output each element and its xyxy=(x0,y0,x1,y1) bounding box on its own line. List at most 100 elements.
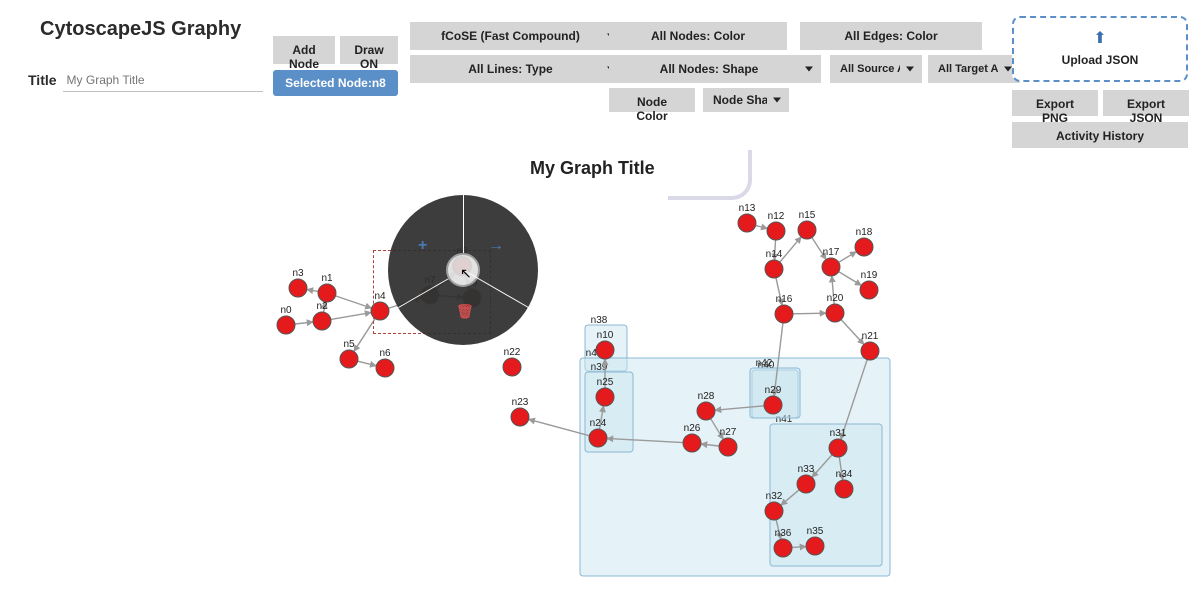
activity-history-button[interactable]: Activity History xyxy=(1012,122,1188,148)
layout-select[interactable]: fCoSE (Fast Compound) xyxy=(410,22,623,50)
node-label: n24 xyxy=(590,418,607,429)
edge[interactable] xyxy=(792,547,806,548)
draw-toggle-button[interactable]: Draw ON xyxy=(340,36,398,64)
edge[interactable] xyxy=(781,490,799,505)
graph-node[interactable] xyxy=(376,359,394,377)
graph-node[interactable] xyxy=(829,439,847,457)
compound-n38[interactable] xyxy=(585,325,627,371)
graph-node[interactable] xyxy=(697,402,715,420)
graph-node[interactable] xyxy=(855,238,873,256)
edge[interactable] xyxy=(841,320,864,345)
node-shape-select[interactable]: Node Shape xyxy=(703,88,789,112)
edge[interactable] xyxy=(529,419,590,435)
graph-node[interactable] xyxy=(277,316,295,334)
graph-node[interactable] xyxy=(719,438,737,456)
title-row: Title xyxy=(28,68,263,92)
compound-label: n40 xyxy=(758,360,775,371)
compound-n41[interactable] xyxy=(770,424,882,566)
graph-node[interactable] xyxy=(738,214,756,232)
edge[interactable] xyxy=(715,406,764,410)
graph-node[interactable] xyxy=(596,341,614,359)
edge[interactable] xyxy=(812,455,832,478)
context-radial-menu[interactable]: + → 🗑 xyxy=(388,195,538,345)
edge[interactable] xyxy=(307,290,318,292)
edge[interactable] xyxy=(780,237,801,262)
graph-node[interactable] xyxy=(806,537,824,555)
graph-node[interactable] xyxy=(589,429,607,447)
edge[interactable] xyxy=(839,272,862,286)
node-color-button[interactable]: Node Color xyxy=(609,88,695,112)
edge[interactable] xyxy=(600,406,604,429)
all-lines-type-wrapper: All Lines: Type xyxy=(410,55,623,83)
graph-node[interactable] xyxy=(765,260,783,278)
compound-label: n38 xyxy=(591,315,608,326)
graph-node[interactable] xyxy=(503,358,521,376)
export-png-button[interactable]: Export PNG xyxy=(1012,90,1098,116)
graph-node[interactable] xyxy=(826,304,844,322)
graph-title-input[interactable] xyxy=(63,68,263,92)
edge[interactable] xyxy=(776,520,781,540)
graph-node[interactable] xyxy=(775,305,793,323)
graph-node[interactable] xyxy=(511,408,529,426)
app-title: CytoscapeJS Graphy xyxy=(40,18,241,41)
link-arrow-icon[interactable]: → xyxy=(488,237,504,255)
graph-node[interactable] xyxy=(764,396,782,414)
all-source-arrow-select[interactable]: All Source Arrow xyxy=(830,55,922,83)
edge[interactable] xyxy=(711,419,724,440)
edge[interactable] xyxy=(776,278,782,305)
edge[interactable] xyxy=(756,225,768,228)
graph-node[interactable] xyxy=(860,281,878,299)
compound-n39[interactable] xyxy=(585,372,633,452)
edge[interactable] xyxy=(774,323,783,396)
graph-node[interactable] xyxy=(313,312,331,330)
edge[interactable] xyxy=(324,302,326,312)
node-label: n10 xyxy=(597,330,614,341)
node-label: n5 xyxy=(343,339,355,350)
trash-icon[interactable]: 🗑 xyxy=(456,303,474,320)
graph-node[interactable] xyxy=(683,434,701,452)
all-nodes-shape-select[interactable]: All Nodes: Shape xyxy=(609,55,821,83)
compound-n42[interactable] xyxy=(750,368,800,418)
graph-node[interactable] xyxy=(822,258,840,276)
graph-node[interactable] xyxy=(798,221,816,239)
all-target-arrows-select[interactable]: All Target Arrows xyxy=(928,55,1020,83)
graph-node[interactable] xyxy=(596,388,614,406)
node-label: n1 xyxy=(321,273,333,284)
add-icon[interactable]: + xyxy=(418,237,427,255)
graph-node[interactable] xyxy=(340,350,358,368)
edge[interactable] xyxy=(839,457,842,480)
all-edges-color-button[interactable]: All Edges: Color xyxy=(800,22,982,50)
edge[interactable] xyxy=(358,361,377,366)
upload-json-dropzone[interactable]: ⬆ Upload JSON xyxy=(1012,16,1188,82)
graph-node[interactable] xyxy=(797,475,815,493)
graph-node[interactable] xyxy=(767,222,785,240)
edge[interactable] xyxy=(774,240,775,260)
graph-node[interactable] xyxy=(774,539,792,557)
compound-n43[interactable] xyxy=(580,358,890,576)
graph-node[interactable] xyxy=(765,502,783,520)
compound-n40[interactable] xyxy=(752,370,798,418)
node-label: n29 xyxy=(765,385,782,396)
graph-node[interactable] xyxy=(289,279,307,297)
edge[interactable] xyxy=(839,252,857,263)
edge[interactable] xyxy=(701,444,719,446)
add-node-button[interactable]: Add Node xyxy=(273,36,335,64)
graph-node[interactable] xyxy=(861,342,879,360)
all-lines-type-select[interactable]: All Lines: Type xyxy=(410,55,623,83)
graph-node[interactable] xyxy=(835,480,853,498)
all-nodes-color-button[interactable]: All Nodes: Color xyxy=(609,22,787,50)
node-label: n3 xyxy=(292,268,304,279)
export-json-button[interactable]: Export JSON xyxy=(1103,90,1189,116)
edge[interactable] xyxy=(336,296,372,308)
edge[interactable] xyxy=(793,313,826,314)
edge[interactable] xyxy=(354,319,375,352)
edge[interactable] xyxy=(812,238,826,260)
node-label: n26 xyxy=(684,423,701,434)
edge[interactable] xyxy=(841,360,867,440)
edge[interactable] xyxy=(295,322,313,324)
edge[interactable] xyxy=(331,313,371,320)
edge[interactable] xyxy=(832,276,834,304)
node-label: n27 xyxy=(720,427,737,438)
edge[interactable] xyxy=(607,438,683,442)
graph-node[interactable] xyxy=(318,284,336,302)
